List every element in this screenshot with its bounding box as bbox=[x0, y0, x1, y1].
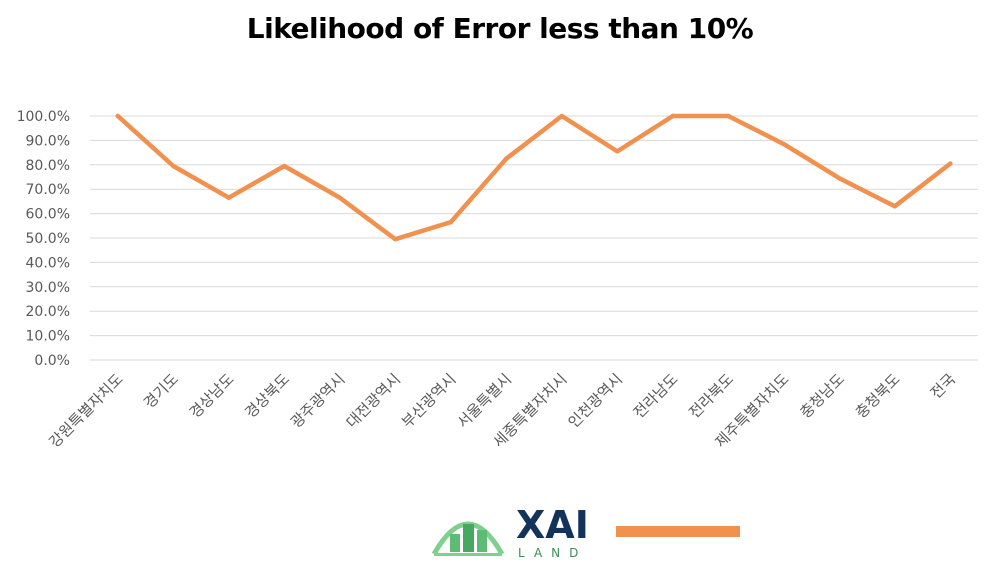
data-point bbox=[837, 176, 842, 181]
logo-sub-text: LAND bbox=[518, 546, 587, 560]
building-arch-icon bbox=[431, 521, 505, 556]
data-point bbox=[892, 204, 897, 209]
gridlines bbox=[90, 115, 978, 361]
y-axis-ticks: 0.0% 10.0% 20.0% 30.0% 40.0% 50.0% 60.0% 70.0% 8… bbox=[17, 109, 70, 369]
chart-title: Likelihood of Error less than 10% bbox=[246, 12, 754, 45]
line-chart: 0.0% 10.0% 20.0% 30.0% 40.0% 50.0% 60.0% 70.0% 8… bbox=[17, 109, 978, 451]
series-line bbox=[115, 113, 953, 242]
y-tick-label: 100.0% bbox=[17, 109, 70, 125]
y-tick-label: 10.0% bbox=[26, 329, 70, 345]
x-category-label: 대전광역시 bbox=[343, 370, 405, 432]
data-point bbox=[615, 149, 620, 154]
data-point bbox=[559, 113, 564, 119]
x-category-label: 경기도 bbox=[140, 370, 182, 412]
data-point bbox=[448, 219, 453, 225]
x-category-label: 전라남도 bbox=[630, 370, 682, 422]
x-category-label: 충청남도 bbox=[796, 370, 848, 422]
data-point bbox=[171, 163, 176, 169]
y-tick-label: 40.0% bbox=[26, 255, 70, 271]
data-point bbox=[726, 113, 731, 119]
data-point bbox=[670, 113, 675, 119]
data-point bbox=[393, 237, 398, 242]
y-tick-label: 60.0% bbox=[26, 207, 70, 223]
legend-area: XAI LAND bbox=[431, 503, 740, 560]
x-category-label: 충청북도 bbox=[852, 370, 904, 422]
xai-land-logo: XAI LAND bbox=[431, 503, 589, 560]
x-category-label: 경상남도 bbox=[186, 370, 238, 422]
x-category-label: 부산광역시 bbox=[398, 370, 460, 432]
y-tick-label: 70.0% bbox=[26, 182, 70, 198]
legend-swatch bbox=[616, 526, 740, 537]
data-point bbox=[115, 113, 120, 119]
x-category-label: 경상북도 bbox=[241, 370, 293, 422]
logo-brand-text: XAI bbox=[516, 503, 589, 547]
data-point bbox=[282, 163, 287, 169]
x-category-label: 전라북도 bbox=[685, 370, 737, 422]
y-tick-label: 30.0% bbox=[26, 280, 70, 296]
x-axis-categories: 강원특별자치도 경기도 경상남도 경상북도광주광역시대전광역시부산광역시서울특별시세종… bbox=[46, 370, 960, 451]
y-tick-label: 0.0% bbox=[34, 353, 70, 369]
data-point bbox=[337, 195, 342, 200]
x-category-label: 인천광역시 bbox=[565, 370, 627, 432]
x-category-label: 전국 bbox=[927, 370, 959, 402]
data-point bbox=[948, 161, 953, 166]
y-tick-label: 50.0% bbox=[26, 231, 70, 247]
data-point bbox=[226, 195, 231, 200]
series-group bbox=[115, 113, 953, 242]
x-category-label: 광주광역시 bbox=[287, 370, 349, 432]
data-point bbox=[504, 156, 509, 161]
y-tick-label: 90.0% bbox=[26, 133, 70, 149]
x-category-label: 강원특별자치도 bbox=[46, 370, 127, 451]
data-point bbox=[781, 141, 786, 147]
y-tick-label: 20.0% bbox=[26, 304, 70, 320]
y-tick-label: 80.0% bbox=[26, 158, 70, 174]
